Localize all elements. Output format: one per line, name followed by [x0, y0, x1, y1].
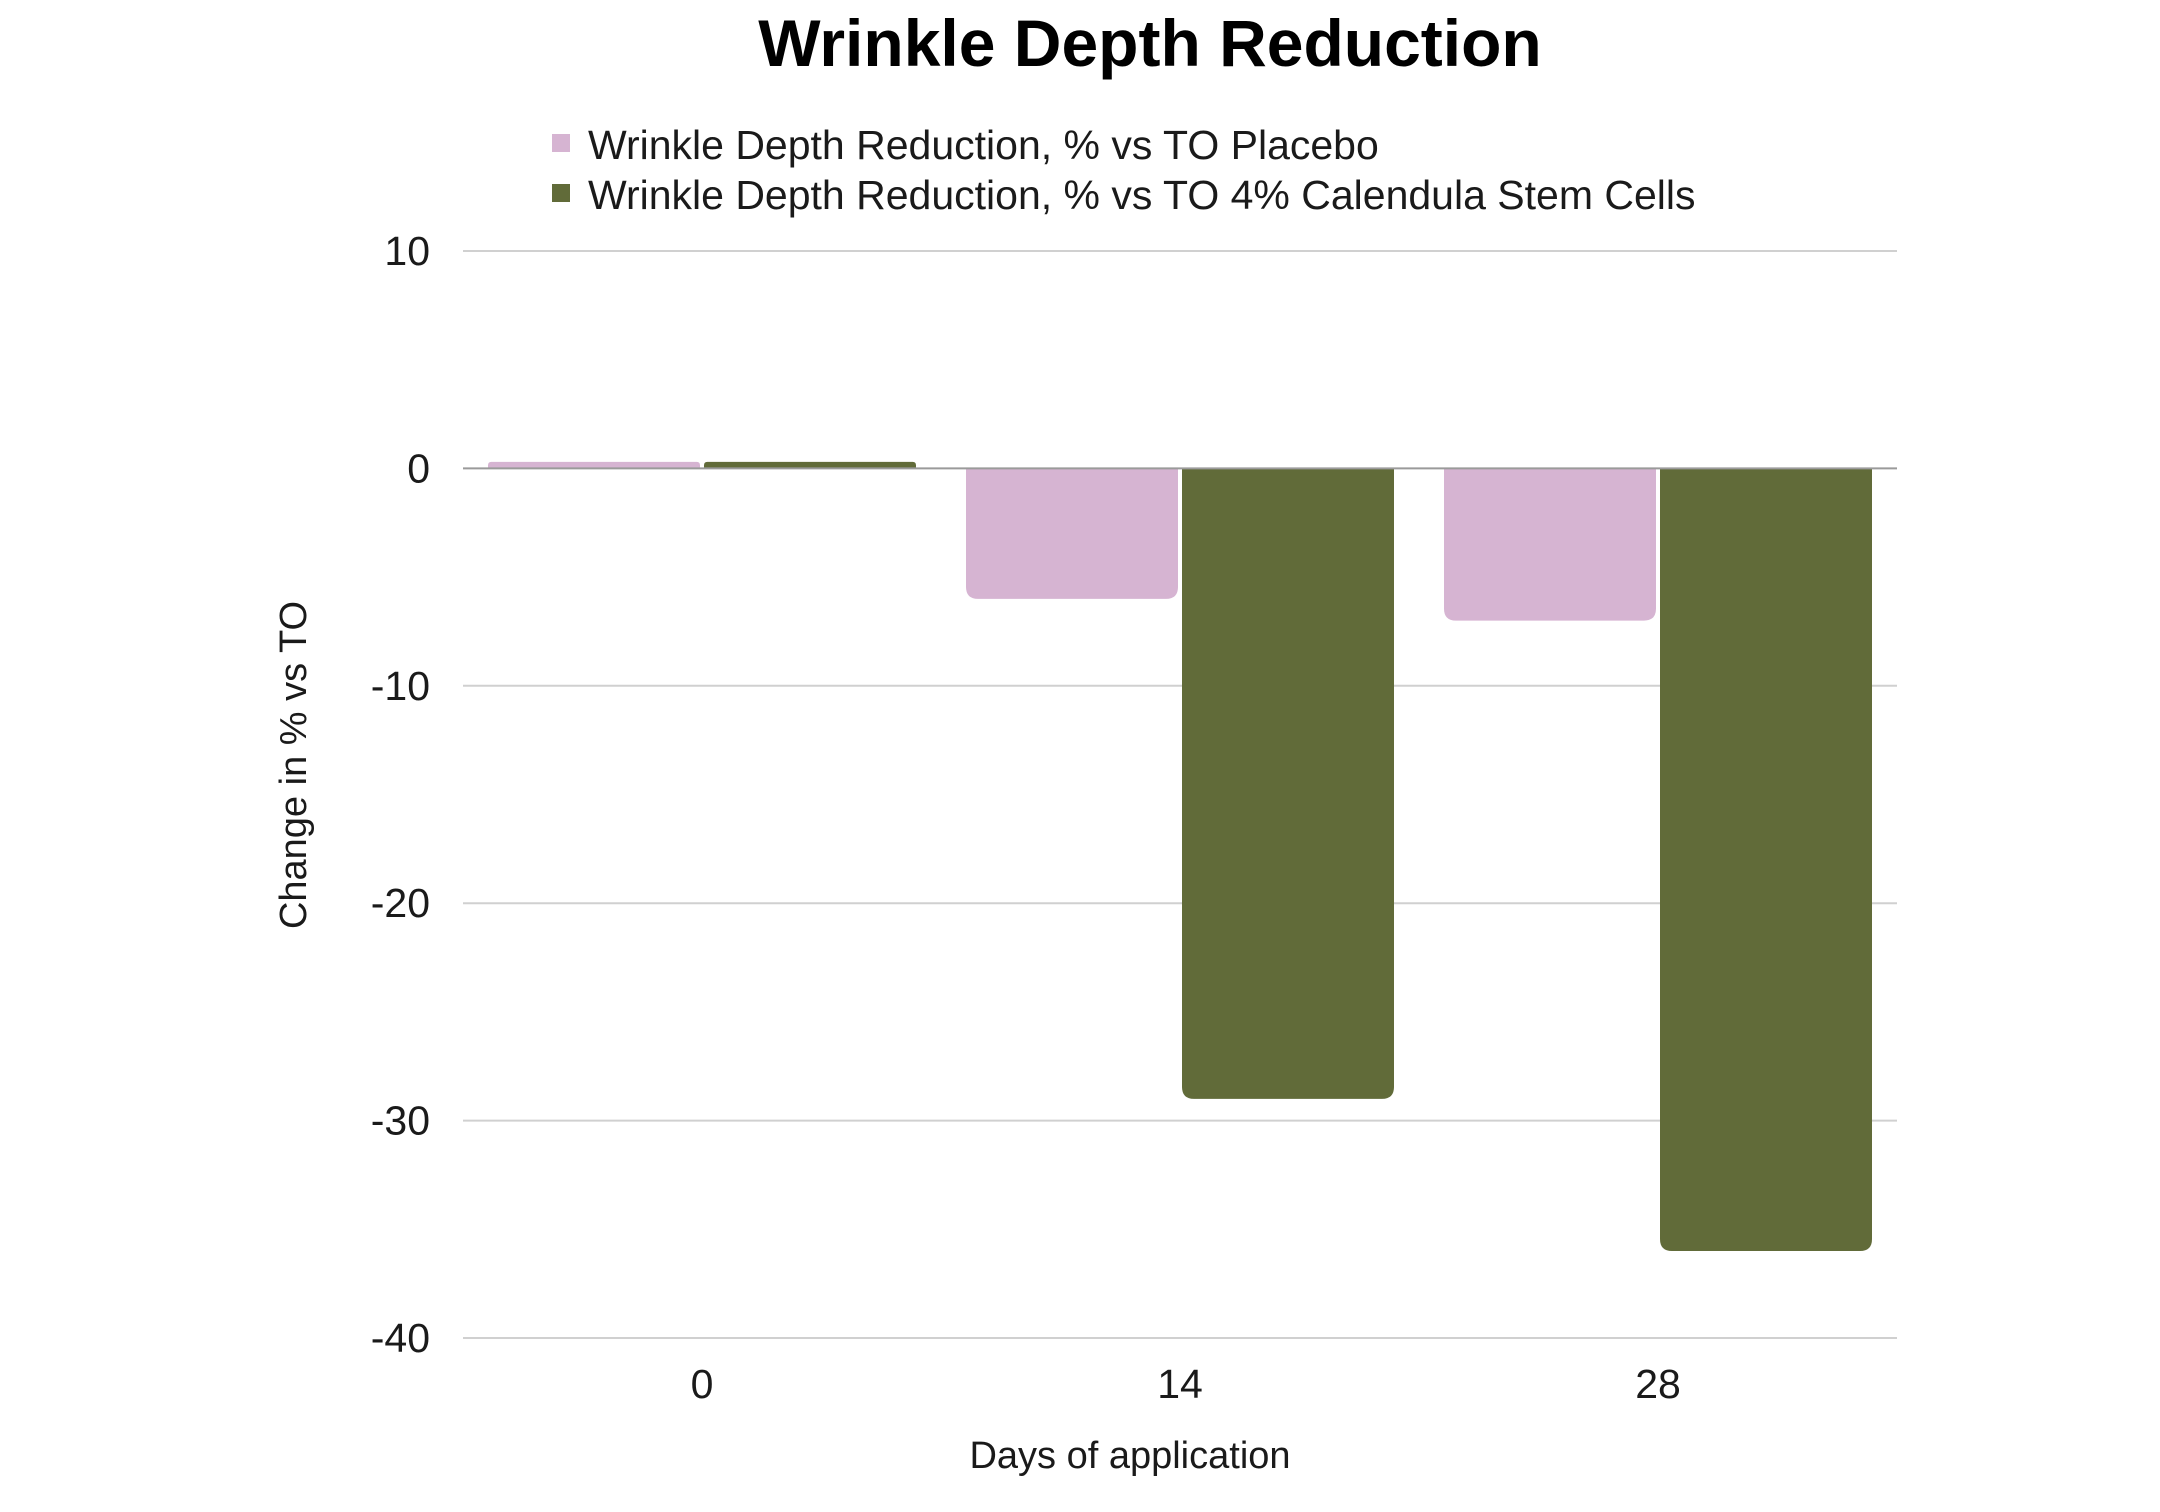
legend-label-placebo: Wrinkle Depth Reduction, % vs TO Placebo: [588, 122, 1379, 168]
legend-item-calendula[interactable]: Wrinkle Depth Reduction, % vs TO 4% Cale…: [552, 172, 1696, 218]
legend-swatch-calendula: [552, 184, 570, 202]
y-tick-label: -40: [371, 1315, 430, 1361]
bar-calendula-day-0[interactable]: [704, 461, 916, 469]
bars: [488, 461, 1872, 1252]
legend-label-calendula: Wrinkle Depth Reduction, % vs TO 4% Cale…: [588, 172, 1696, 218]
x-axis-ticks: 0 14 28: [691, 1361, 1681, 1407]
bar-placebo-day-28[interactable]: [1444, 468, 1656, 621]
bar-calendula-day-14[interactable]: [1182, 468, 1394, 1099]
gridlines: [463, 250, 1897, 1339]
x-axis-label: Days of application: [969, 1435, 1290, 1477]
x-tick-label: 28: [1635, 1361, 1681, 1407]
y-axis-ticks: 10 0 -10 -20 -30 -40: [371, 228, 430, 1361]
x-tick-label: 14: [1157, 1361, 1203, 1407]
y-tick-label: -10: [371, 663, 430, 709]
legend: Wrinkle Depth Reduction, % vs TO Placebo…: [552, 122, 1696, 218]
y-tick-label: 10: [384, 228, 430, 274]
bar-placebo-day-0[interactable]: [488, 461, 700, 469]
y-tick-label: -20: [371, 880, 430, 926]
y-axis-label: Change in % vs TO: [273, 601, 315, 929]
legend-swatch-placebo: [552, 134, 570, 152]
bar-placebo-day-14[interactable]: [966, 468, 1178, 599]
y-tick-label: -30: [371, 1098, 430, 1144]
y-tick-label: 0: [407, 445, 430, 491]
legend-item-placebo[interactable]: Wrinkle Depth Reduction, % vs TO Placebo: [552, 122, 1379, 168]
x-tick-label: 0: [691, 1361, 714, 1407]
bar-calendula-day-28[interactable]: [1660, 468, 1872, 1252]
chart-title: Wrinkle Depth Reduction: [758, 6, 1542, 80]
